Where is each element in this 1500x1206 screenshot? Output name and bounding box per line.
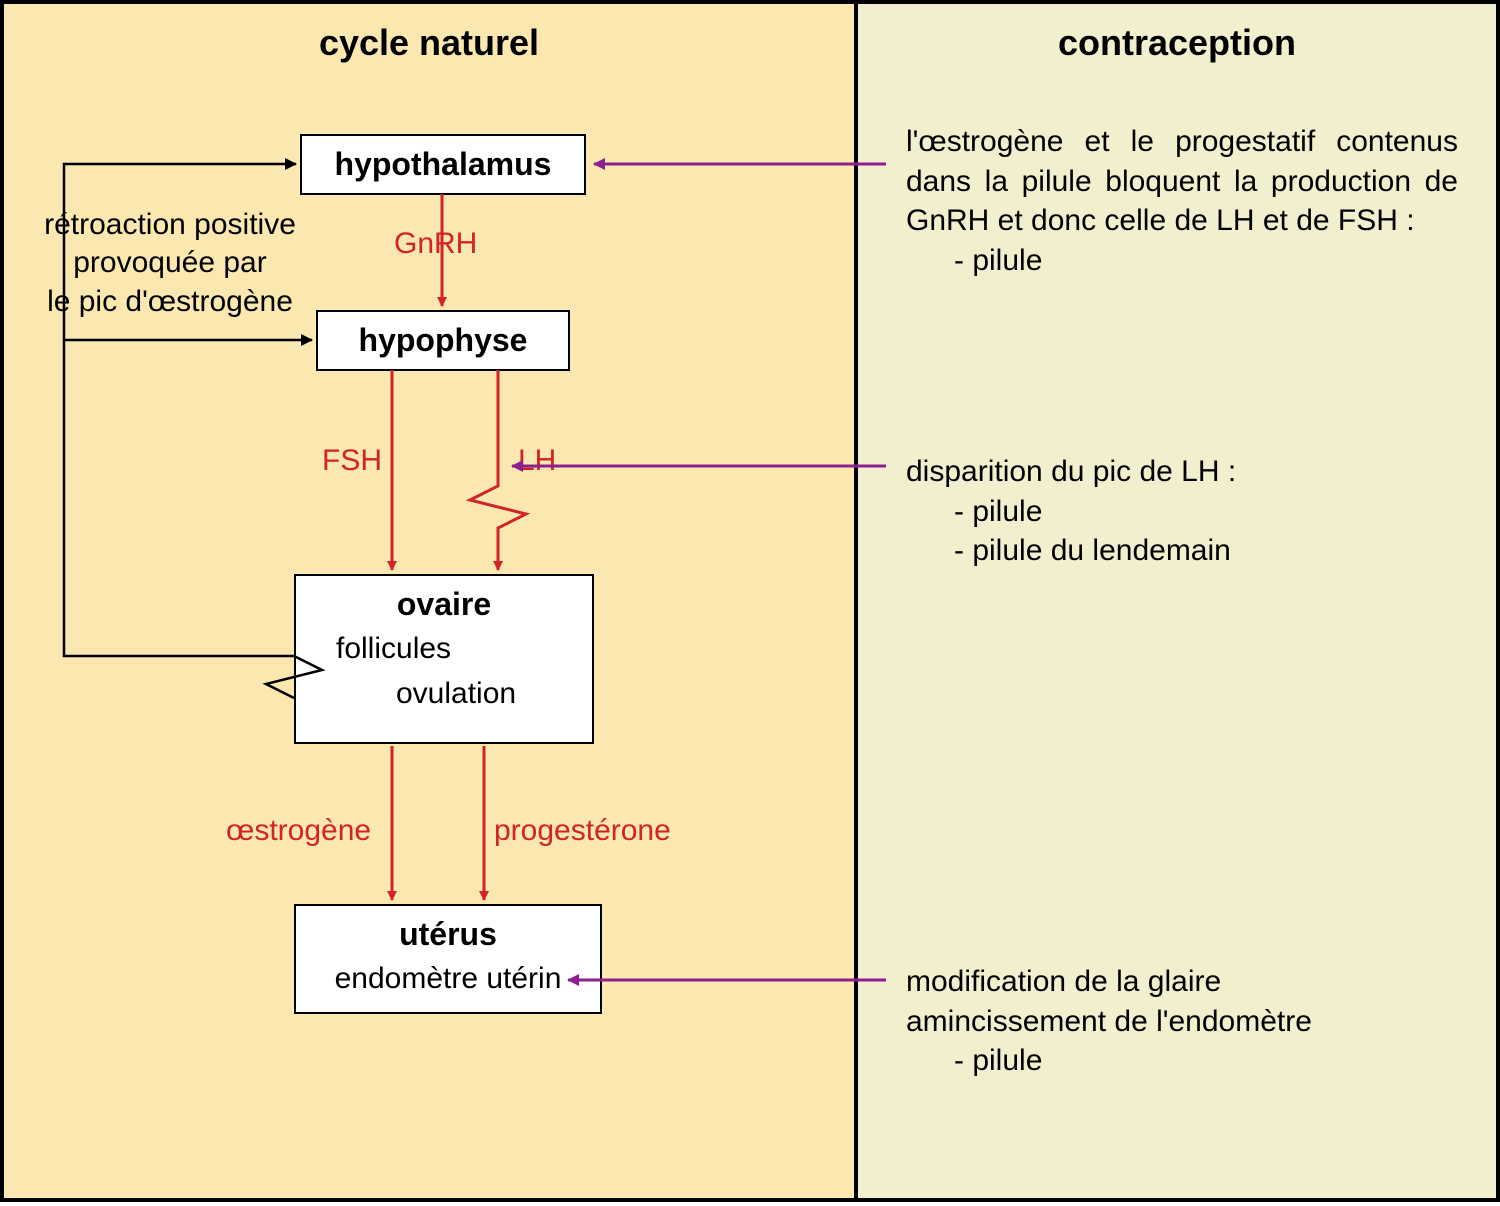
label-feedback-l1: rétroaction positive xyxy=(44,208,296,241)
title-cycle-naturel: cycle naturel xyxy=(4,22,854,64)
node-uterus: utérus endomètre utérin xyxy=(294,904,602,1014)
title-contraception: contraception xyxy=(858,22,1496,64)
block-lh-item2: - pilule du lendemain xyxy=(906,531,1466,571)
node-ovaire-title: ovaire xyxy=(310,586,578,623)
column-cycle-naturel: cycle naturel hypothalamus hypophyse ova… xyxy=(4,4,854,1198)
node-hypophyse-title: hypophyse xyxy=(332,322,554,359)
node-hypothalamus-title: hypothalamus xyxy=(316,146,570,183)
label-oestrogene: œstrogène xyxy=(226,814,371,848)
diagram-frame: cycle naturel hypothalamus hypophyse ova… xyxy=(0,0,1500,1202)
node-uterus-title: utérus xyxy=(310,916,586,953)
label-fsh: FSH xyxy=(322,444,382,478)
block-gnrh: l'œstrogène et le progestatif contenus d… xyxy=(906,122,1458,280)
label-gnrh: GnRH xyxy=(394,227,477,261)
block-endometre: modification de la glaire amincissement … xyxy=(906,962,1466,1081)
node-hypophyse: hypophyse xyxy=(316,310,570,371)
block-endometre-l1: modification de la glaire xyxy=(906,962,1466,1002)
label-feedback: rétroaction positive provoquée par le pi… xyxy=(40,206,300,321)
block-lh-item1: - pilule xyxy=(906,492,1466,532)
label-feedback-l3: le pic d'œstrogène xyxy=(47,285,293,318)
node-ovaire-follicules: follicules xyxy=(310,629,578,670)
label-feedback-l2: provoquée par xyxy=(73,246,266,279)
column-contraception: contraception l'œstrogène et le progesta… xyxy=(854,4,1496,1198)
node-ovaire-ovulation: ovulation xyxy=(310,674,578,715)
node-ovaire: ovaire follicules ovulation xyxy=(294,574,594,744)
label-lh: LH xyxy=(518,444,556,478)
block-endometre-item1: - pilule xyxy=(906,1041,1466,1081)
block-gnrh-item1: - pilule xyxy=(906,241,1458,281)
block-endometre-l2: amincissement de l'endomètre xyxy=(906,1002,1466,1042)
node-hypothalamus: hypothalamus xyxy=(300,134,586,195)
block-lh-text: disparition du pic de LH : xyxy=(906,452,1466,492)
node-uterus-endometre: endomètre utérin xyxy=(310,959,586,1000)
block-gnrh-text: l'œstrogène et le progestatif contenus d… xyxy=(906,122,1458,241)
label-progesterone: progestérone xyxy=(494,814,671,848)
block-lh: disparition du pic de LH : - pilule - pi… xyxy=(906,452,1466,571)
